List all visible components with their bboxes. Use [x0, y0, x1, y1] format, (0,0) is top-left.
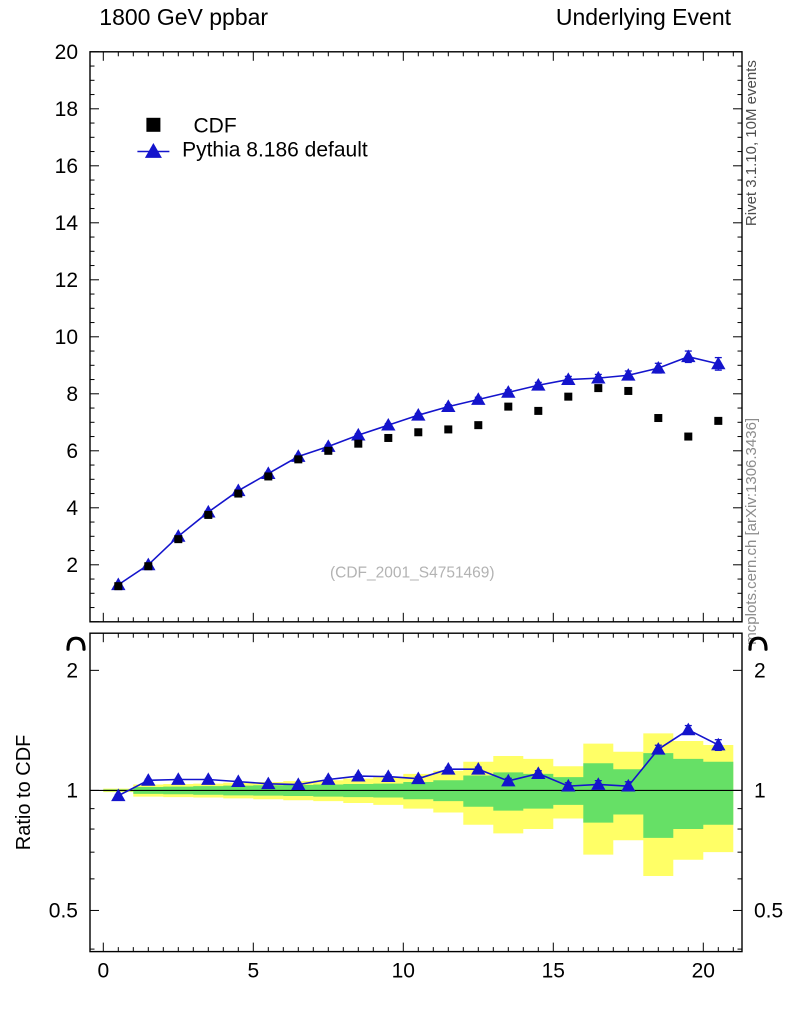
svg-text:1: 1 — [754, 779, 766, 802]
svg-text:10: 10 — [392, 960, 415, 983]
svg-text:CDF: CDF — [194, 114, 237, 137]
svg-text:Pythia 8.186 default: Pythia 8.186 default — [182, 139, 368, 162]
svg-text:18: 18 — [55, 98, 78, 121]
svg-text:20: 20 — [55, 41, 78, 64]
svg-text:4: 4 — [66, 497, 78, 520]
svg-text:(CDF_2001_S4751469): (CDF_2001_S4751469) — [330, 565, 495, 582]
svg-text:Ratio to CDF: Ratio to CDF — [13, 735, 35, 851]
svg-text:14: 14 — [55, 212, 79, 235]
svg-text:0.5: 0.5 — [754, 899, 783, 922]
svg-text:12: 12 — [55, 269, 78, 292]
svg-text:15: 15 — [542, 960, 565, 983]
svg-text:16: 16 — [55, 155, 78, 178]
svg-text:6: 6 — [66, 440, 78, 463]
svg-text:2: 2 — [66, 659, 78, 682]
svg-text:2: 2 — [66, 554, 78, 577]
svg-text:1800 GeV ppbar: 1800 GeV ppbar — [99, 4, 268, 30]
svg-text:20: 20 — [692, 960, 715, 983]
svg-text:2: 2 — [754, 659, 766, 682]
svg-text:Rivet 3.1.10, 10M events: Rivet 3.1.10, 10M events — [743, 60, 760, 226]
svg-text:mcplots.cern.ch [arXiv:1306.34: mcplots.cern.ch [arXiv:1306.3436] — [743, 418, 760, 645]
svg-text:0.5: 0.5 — [49, 899, 78, 922]
svg-text:10: 10 — [55, 326, 78, 349]
svg-text:Underlying Event: Underlying Event — [556, 4, 732, 30]
svg-text:8: 8 — [66, 383, 78, 406]
svg-text:0: 0 — [97, 960, 109, 983]
svg-text:5: 5 — [247, 960, 259, 983]
svg-text:1: 1 — [66, 779, 78, 802]
